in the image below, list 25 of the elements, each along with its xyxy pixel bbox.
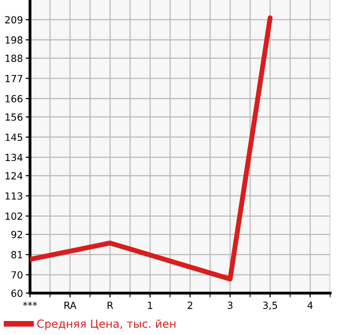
- y-tick-label: 198: [6, 36, 22, 44]
- legend-label: Средняя Цена, тыс. йен: [37, 319, 176, 330]
- y-tick-label: 177: [6, 74, 22, 82]
- x-tick-label: 1: [148, 302, 152, 309]
- y-tick-label: 102: [6, 212, 22, 220]
- y-tick-label: 70: [11, 271, 22, 279]
- y-tick-label: 81: [11, 251, 22, 258]
- y-tick-label: 156: [6, 113, 22, 121]
- line-series: [30, 15, 273, 282]
- y-tick-label: 134: [6, 154, 23, 162]
- y-tick-label: 145: [6, 134, 22, 141]
- x-tick-label: 2: [188, 302, 192, 309]
- y-tick-label: 166: [6, 95, 22, 102]
- x-tick-label: R: [108, 302, 114, 309]
- y-tick-label: 113: [6, 192, 22, 200]
- y-tick-label: 92: [11, 230, 22, 238]
- x-tick-label: 3,5: [263, 302, 278, 310]
- x-tick-label: RA: [64, 302, 76, 309]
- x-tick-label: 3: [228, 302, 232, 309]
- x-tick-label: ***: [23, 302, 38, 306]
- y-tick-label: 209: [5, 16, 22, 24]
- y-tick-label: 60: [11, 290, 22, 297]
- y-tick-label: 188: [6, 54, 22, 62]
- x-tick-label: 4: [308, 302, 313, 309]
- y-tick-label: 124: [6, 172, 23, 180]
